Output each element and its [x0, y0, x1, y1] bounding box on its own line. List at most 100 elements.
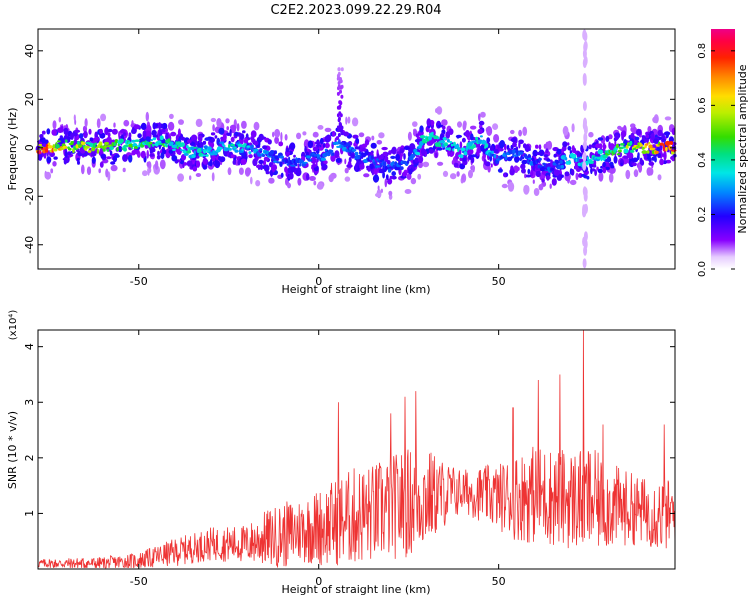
snr-x-tick-label: -50 — [130, 575, 148, 588]
spectrogram-cell — [470, 154, 477, 158]
snr-series-line — [37, 329, 676, 569]
spectrogram-haze-cell — [347, 116, 351, 124]
spectrogram-cell — [550, 159, 554, 167]
spectrogram-haze-cell — [388, 190, 393, 196]
spectrogram-ridge-cell — [373, 161, 377, 165]
spectrogram-ridge-cell — [172, 144, 178, 149]
spectrogram-cell — [614, 134, 620, 140]
spectrogram-cell — [230, 136, 235, 143]
spectrogram-y-axis-label: Frequency (Hz) — [6, 108, 19, 191]
spectrogram-ridge-cell — [134, 139, 140, 142]
spectrogram-haze-cell — [486, 126, 493, 136]
snr-panel: -50 0 50 1 2 3 4 Height of straight line (km)… — [6, 310, 676, 596]
spectrogram-ridge-cell — [183, 153, 189, 156]
colorbar-tick-label: 0.8 — [697, 43, 708, 59]
spectrogram-cell — [252, 158, 258, 167]
spectrogram-ridge-cell — [632, 147, 637, 151]
spectrogram-cell — [70, 132, 74, 140]
spectrogram-ridge-cell — [233, 146, 237, 149]
spectrogram-cell — [359, 163, 365, 170]
snr-x-tick-label: 50 — [492, 575, 506, 588]
spectrogram-cell — [668, 136, 675, 144]
spectrogram-cell — [339, 85, 343, 90]
spectrogram-haze-cell — [638, 163, 643, 173]
spectrogram-haze-cell — [608, 166, 616, 174]
spectrogram-ridge-cell — [531, 157, 535, 162]
spectrogram-haze-cell — [146, 149, 149, 159]
spectrogram-ridge-cell — [481, 140, 487, 145]
spectrogram-ridge-cell — [629, 149, 635, 153]
spectrogram-cell — [89, 137, 94, 142]
spectrogram-ridge-cell — [172, 148, 176, 151]
spectrogram-ridge-cell — [44, 148, 49, 153]
spectrogram-ridge-cell — [428, 136, 432, 141]
spectrogram-haze-cell — [113, 122, 116, 128]
spectrogram-haze-cell — [169, 113, 174, 119]
spectrogram-ridge-cell — [354, 151, 359, 156]
spectrogram-cell — [265, 170, 270, 175]
spectrogram-haze-cell — [344, 158, 347, 165]
spectrogram-ridge-cell — [241, 148, 244, 151]
spectrogram-haze-cell — [306, 163, 309, 168]
spectrogram-cell — [605, 135, 610, 142]
spectrogram-ridge-cell — [186, 145, 189, 149]
spectrogram-ridge-cell — [560, 164, 564, 169]
spectrogram-ridge-cell — [336, 145, 340, 148]
spectrogram-ridge-cell — [596, 156, 602, 160]
spectrogram-ridge-cell — [669, 141, 673, 145]
spectrogram-cell — [91, 156, 96, 164]
spectrogram-cell — [602, 161, 606, 168]
spectrogram-cell — [661, 153, 667, 157]
spectrogram-x-tick-label: -50 — [130, 275, 148, 288]
spectrogram-cell — [285, 147, 290, 153]
spectrogram-haze-cell — [538, 184, 544, 191]
spectrogram-cell — [337, 67, 341, 72]
colorbar-tick-label: 0.6 — [697, 97, 708, 113]
spectrogram-cell — [222, 133, 227, 142]
spectrogram-ridge-cell — [123, 144, 129, 148]
snr-x-tick-label: 0 — [315, 575, 322, 588]
spectrogram-haze-cell — [442, 170, 449, 177]
spectrogram-cell — [142, 131, 147, 140]
spectrogram-cell — [180, 136, 186, 141]
spectrogram-cell — [186, 160, 193, 167]
spectrogram-haze-cell — [146, 161, 150, 167]
spectrogram-ridge-cell — [536, 158, 540, 163]
spectrogram-cell — [168, 149, 174, 154]
spectrogram-ridge-cell — [539, 167, 546, 172]
spectrogram-ridge-cell — [299, 163, 302, 167]
spectrogram-ridge-cell — [388, 166, 394, 169]
spectrogram-cell — [546, 174, 550, 181]
spectrogram-haze-cell — [406, 173, 412, 180]
spectrogram-cell — [379, 154, 384, 160]
spectrogram-cell — [657, 129, 663, 137]
spectrogram-cell — [39, 134, 44, 139]
spectrogram-haze-cell — [86, 166, 92, 175]
spectrogram-cell — [340, 94, 344, 99]
spectrogram-ridge-cell — [597, 149, 604, 155]
spectrogram-ridge-cell — [186, 150, 192, 154]
spectrogram-cell — [83, 130, 88, 139]
spectrogram-haze-cell — [52, 161, 57, 167]
spectrogram-cell — [209, 158, 213, 167]
spectrogram-cell — [578, 173, 583, 178]
spectrogram-ridge-cell — [460, 147, 466, 152]
spectrogram-cell — [382, 151, 388, 157]
spectrogram-cell — [149, 153, 155, 157]
spectrogram-haze-cell — [441, 119, 448, 126]
spectrogram-ridge-cell — [180, 148, 183, 152]
spectrogram-cell — [258, 159, 264, 165]
spectrogram-ridge-cell — [518, 151, 521, 156]
spectrogram-ridge-cell — [641, 150, 648, 155]
spectrogram-haze-cell — [81, 164, 85, 175]
spectrogram-ridge-cell — [56, 140, 61, 143]
spectrogram-haze-cell — [633, 126, 636, 135]
spectrogram-ridge-cell — [332, 152, 335, 156]
spectrogram-ridge-cell — [521, 159, 528, 165]
spectrogram-ridge-cell — [205, 154, 209, 157]
spectrogram-ridge-cell — [419, 135, 426, 139]
spectrogram-haze-cell — [52, 120, 57, 130]
spectrogram-cell — [582, 101, 587, 111]
spectrogram-cell — [311, 164, 317, 168]
spectrogram-cell — [210, 132, 216, 136]
